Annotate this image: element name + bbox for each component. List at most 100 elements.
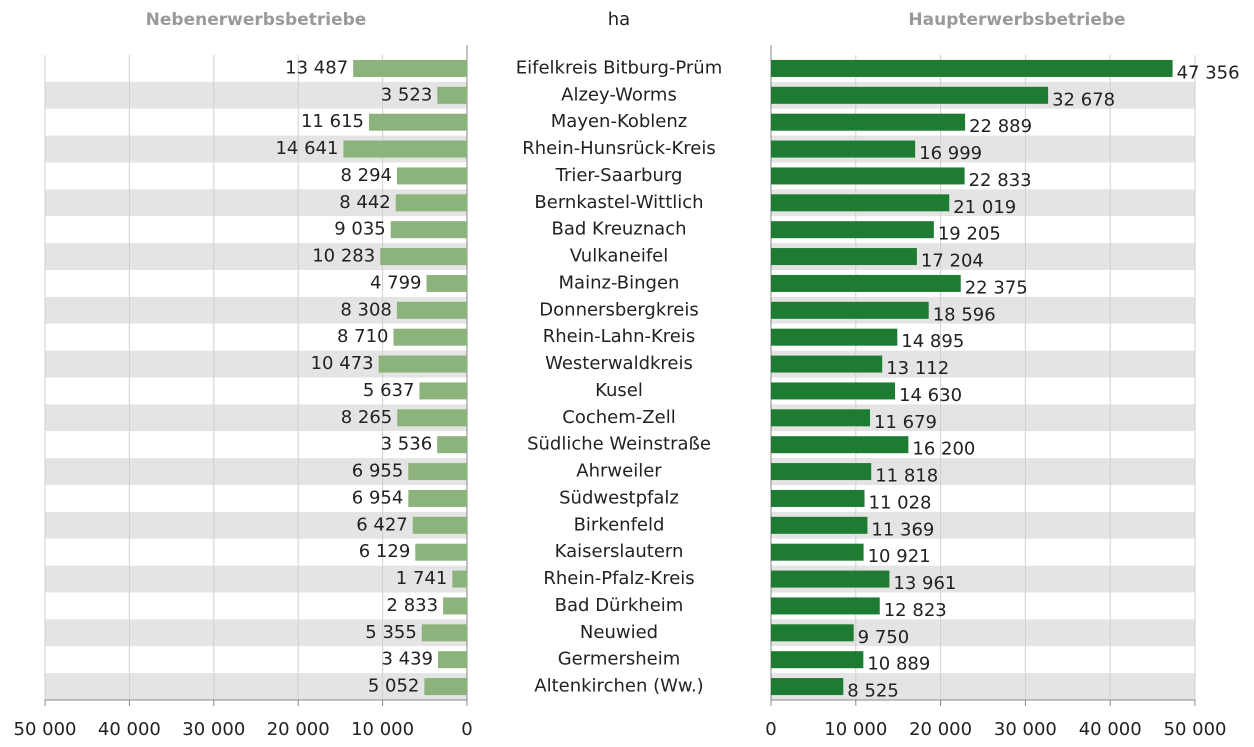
x-tick-label: 40 000 bbox=[1079, 719, 1142, 740]
x-tick-label: 50 000 bbox=[14, 719, 77, 740]
x-tick-label: 20 000 bbox=[909, 719, 972, 740]
bar bbox=[771, 489, 865, 507]
bar bbox=[771, 140, 916, 158]
category-label: Westerwaldkreis bbox=[545, 353, 693, 374]
bar bbox=[771, 301, 929, 319]
value-label: 4 799 bbox=[370, 272, 422, 293]
category-label: Ahrweiler bbox=[576, 461, 662, 482]
bar bbox=[426, 274, 467, 292]
value-label: 47 356 bbox=[1177, 62, 1240, 83]
category-label: Neuwied bbox=[580, 622, 658, 643]
bar bbox=[380, 248, 467, 266]
value-label: 10 473 bbox=[311, 353, 374, 374]
value-label: 19 205 bbox=[938, 224, 1001, 245]
value-label: 13 112 bbox=[886, 358, 949, 379]
value-label: 16 200 bbox=[912, 439, 975, 460]
category-label: Mayen-Koblenz bbox=[551, 111, 687, 132]
x-tick-label: 20 000 bbox=[267, 719, 330, 740]
row-band bbox=[45, 162, 467, 190]
bar bbox=[452, 570, 467, 588]
category-label: Kaiserslautern bbox=[555, 541, 684, 562]
category-label: Alzey-Worms bbox=[561, 84, 677, 105]
bar bbox=[771, 570, 890, 588]
bar bbox=[421, 624, 467, 642]
row-band bbox=[45, 485, 467, 512]
category-label: Cochem-Zell bbox=[562, 407, 675, 428]
bar bbox=[393, 328, 467, 346]
bar bbox=[771, 651, 864, 669]
bar bbox=[771, 463, 872, 481]
left-panel-title: Nebenerwerbsbetriebe bbox=[146, 10, 367, 30]
value-label: 8 308 bbox=[340, 299, 392, 320]
bar bbox=[443, 597, 467, 615]
row-band bbox=[45, 592, 467, 620]
bar bbox=[771, 59, 1173, 77]
value-label: 8 294 bbox=[340, 165, 392, 186]
x-tick-label: 40 000 bbox=[98, 719, 161, 740]
value-label: 13 961 bbox=[893, 573, 956, 594]
value-label: 16 999 bbox=[919, 143, 982, 164]
bar bbox=[408, 489, 467, 507]
row-band bbox=[45, 673, 467, 700]
bar bbox=[771, 86, 1049, 104]
bar bbox=[412, 516, 467, 534]
row-band bbox=[45, 646, 467, 674]
category-label: Donnersbergkreis bbox=[539, 299, 698, 320]
bar bbox=[771, 436, 909, 454]
x-tick-label: 10 000 bbox=[824, 719, 887, 740]
x-tick-label: 30 000 bbox=[994, 719, 1057, 740]
bar bbox=[437, 86, 467, 104]
bar bbox=[771, 409, 871, 427]
category-label: Altenkirchen (Ww.) bbox=[534, 676, 703, 697]
bar bbox=[771, 113, 966, 131]
bar bbox=[437, 436, 467, 454]
value-label: 13 487 bbox=[285, 57, 348, 78]
category-label: Trier-Saarburg bbox=[555, 165, 683, 186]
x-tick-label: 0 bbox=[461, 719, 472, 740]
value-label: 3 523 bbox=[381, 84, 433, 105]
value-label: 14 641 bbox=[275, 138, 338, 159]
value-label: 5 052 bbox=[368, 676, 420, 697]
category-label: Mainz-Bingen bbox=[559, 272, 680, 293]
value-label: 18 596 bbox=[933, 304, 996, 325]
category-label: Kusel bbox=[595, 380, 643, 401]
value-label: 22 889 bbox=[969, 116, 1032, 137]
bar bbox=[415, 543, 467, 561]
value-label: 22 833 bbox=[969, 170, 1032, 191]
value-label: 5 355 bbox=[365, 622, 417, 643]
value-label: 11 369 bbox=[871, 519, 934, 540]
bar bbox=[771, 194, 950, 212]
category-label: Bad Kreuznach bbox=[551, 219, 686, 240]
category-label: Südwestpfalz bbox=[559, 487, 679, 508]
value-label: 11 028 bbox=[869, 492, 932, 513]
category-label: Birkenfeld bbox=[574, 514, 665, 535]
row-band bbox=[45, 296, 467, 324]
bar bbox=[771, 274, 961, 292]
value-label: 10 283 bbox=[312, 246, 375, 267]
row-band bbox=[45, 404, 467, 432]
bar bbox=[771, 167, 965, 185]
value-label: 21 019 bbox=[953, 197, 1016, 218]
category-label: Eifelkreis Bitburg-Prüm bbox=[516, 57, 723, 78]
bar bbox=[771, 328, 898, 346]
value-label: 22 375 bbox=[965, 277, 1028, 298]
category-label: Germersheim bbox=[558, 649, 681, 670]
value-label: 6 954 bbox=[352, 487, 404, 508]
category-label: Bernkastel-Wittlich bbox=[534, 192, 703, 213]
bar bbox=[771, 382, 896, 400]
value-label: 2 833 bbox=[387, 595, 439, 616]
row-band bbox=[45, 81, 467, 109]
value-label: 11 818 bbox=[875, 466, 938, 487]
bar bbox=[771, 624, 854, 642]
value-label: 5 637 bbox=[363, 380, 415, 401]
bar bbox=[771, 597, 880, 615]
x-tick-label: 0 bbox=[765, 719, 776, 740]
category-label: Vulkaneifel bbox=[570, 246, 669, 267]
bar bbox=[437, 651, 467, 669]
x-tick-label: 50 000 bbox=[1164, 719, 1227, 740]
bar bbox=[408, 463, 467, 481]
category-label: Rhein-Pfalz-Kreis bbox=[543, 568, 694, 589]
row-band bbox=[45, 538, 467, 566]
bar bbox=[771, 516, 868, 534]
